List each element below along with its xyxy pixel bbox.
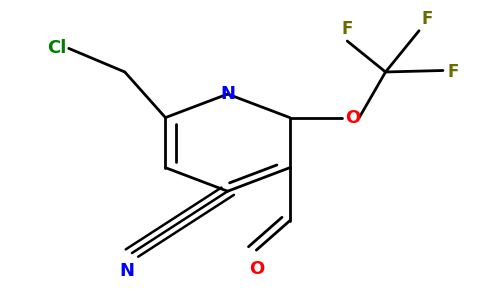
Text: F: F [342, 20, 353, 38]
Text: Cl: Cl [47, 39, 66, 57]
Text: N: N [220, 85, 235, 103]
Text: F: F [422, 10, 433, 28]
Text: O: O [249, 260, 264, 278]
Text: N: N [120, 262, 135, 280]
Text: O: O [346, 109, 361, 127]
Text: F: F [448, 63, 459, 81]
